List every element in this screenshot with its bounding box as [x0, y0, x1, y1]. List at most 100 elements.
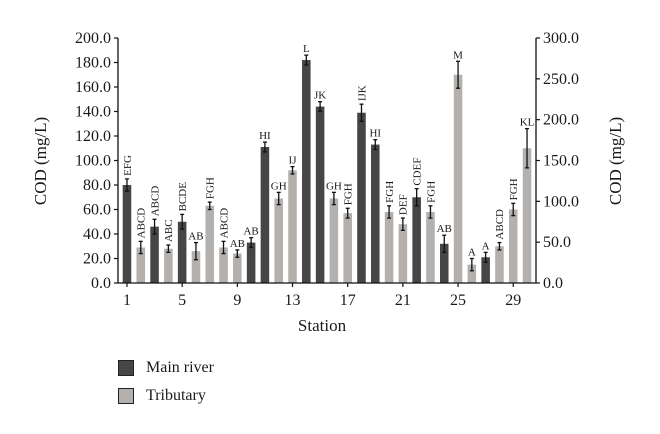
bar-label-station-13: IJ	[289, 155, 298, 167]
bar-station-28	[495, 246, 504, 283]
bar-label-station-11: HI	[259, 130, 271, 142]
x-tick-label-21: 21	[395, 292, 411, 309]
bar-station-14	[302, 60, 311, 283]
bar-label-station-7: FGH	[205, 177, 217, 199]
bar-station-1	[122, 185, 132, 283]
axes-layer: 0.0 20.0 40.0 60.0 80.0 100.0 120.0 140.0 160.0 1…	[75, 30, 579, 309]
bar-station-10	[246, 242, 256, 283]
bar-label-station-24: AB	[437, 223, 452, 235]
y-tick-label-left-8: 160.0	[75, 79, 111, 96]
bar-label-station-18: IJK	[356, 85, 368, 101]
bar-label-station-16: GH	[326, 180, 342, 192]
y-tick-label-left-0: 0.0	[91, 275, 111, 292]
bar-station-19	[371, 144, 380, 283]
legend-label-tributary: Tributary	[146, 387, 206, 404]
legend-swatch-tributary	[118, 388, 134, 404]
legend-item-tributary: Tributary	[118, 384, 214, 408]
x-tick-label-25: 25	[450, 292, 466, 309]
y-axis-title-left: COD (mg/L)	[31, 117, 50, 205]
bar-label-station-20: FGH	[384, 181, 396, 203]
bar-label-station-2: ABCD	[136, 208, 148, 239]
bar-station-16	[329, 198, 339, 283]
bar-station-7	[205, 205, 215, 283]
y-tick-label-left-7: 140.0	[75, 104, 111, 121]
y-tick-label-right-0: 0.0	[543, 275, 563, 292]
bar-label-station-17: FGH	[342, 183, 354, 205]
x-tick-label-13: 13	[285, 292, 301, 309]
bar-label-station-26: A	[468, 247, 476, 259]
y-tick-label-left-9: 180.0	[75, 55, 111, 72]
bar-station-13	[288, 170, 297, 283]
y-tick-label-right-2: 100.0	[543, 193, 579, 210]
bar-station-17	[343, 213, 352, 283]
bar-station-4	[164, 248, 173, 283]
y-tick-label-right-3: 150.0	[543, 153, 579, 170]
bar-label-station-22: CDEF	[411, 158, 423, 186]
bar-station-25	[453, 74, 463, 283]
bar-station-27	[481, 257, 490, 283]
y-tick-label-right-6: 300.0	[543, 30, 579, 47]
y-axis-title-right: COD (mg/L)	[606, 117, 625, 205]
bar-label-station-4: ABC	[163, 219, 175, 242]
bar-label-station-10: AB	[243, 226, 258, 238]
bar-station-21	[398, 224, 408, 283]
y-tick-label-left-10: 200.0	[75, 30, 111, 47]
x-tick-label-17: 17	[340, 292, 356, 309]
legend-swatch-main-river	[118, 360, 134, 376]
bar-label-station-14: L	[303, 43, 310, 55]
bar-label-station-9: AB	[230, 238, 245, 250]
bar-label-station-21: DEF	[398, 194, 410, 215]
bar-label-station-28: ABCD	[494, 209, 506, 240]
x-axis-title: Station	[298, 316, 347, 335]
bar-station-18	[357, 112, 366, 283]
bar-station-23	[426, 211, 435, 283]
x-tick-label-29: 29	[505, 292, 521, 309]
bar-station-11	[260, 147, 270, 283]
bar-label-station-27: A	[482, 240, 490, 252]
bar-station-8	[219, 247, 228, 283]
bar-station-26	[467, 264, 477, 284]
bar-station-15	[315, 106, 325, 283]
bar-label-station-1: EFG	[122, 155, 134, 176]
y-tick-label-left-6: 120.0	[75, 128, 111, 145]
bar-label-station-15: JK	[314, 90, 326, 102]
bar-station-24	[439, 243, 449, 283]
bar-label-station-12: GH	[271, 180, 287, 192]
bar-station-22	[412, 197, 421, 283]
bar-station-6	[191, 251, 201, 283]
bar-station-5	[177, 221, 187, 283]
y-tick-label-left-5: 100.0	[75, 153, 111, 170]
y-tick-label-left-4: 80.0	[83, 177, 111, 194]
bar-label-station-30: KL	[520, 117, 535, 129]
bar-label-station-5: BCDE	[177, 182, 189, 212]
legend: Main river Tributary	[118, 356, 214, 412]
bar-label-station-19: HI	[369, 128, 381, 140]
y-tick-label-right-4: 200.0	[543, 112, 579, 129]
labels-layer: EFGABCDABCDABCBCDEABFGHABCDABABHIGHIJLJK…	[122, 43, 535, 258]
legend-label-main-river: Main river	[146, 359, 214, 376]
bar-label-station-3: ABCD	[149, 186, 161, 217]
bar-label-station-25: M	[453, 49, 463, 61]
bar-label-station-8: ABCD	[218, 208, 230, 239]
y-tick-label-left-1: 20.0	[83, 251, 111, 268]
bar-station-2	[136, 247, 146, 283]
bar-label-station-6: AB	[188, 231, 203, 243]
x-tick-label-5: 5	[178, 292, 186, 309]
bar-station-20	[384, 211, 394, 283]
bars-layer	[122, 54, 532, 284]
y-tick-label-right-1: 50.0	[543, 234, 571, 251]
bar-station-3	[150, 226, 159, 283]
y-tick-label-left-2: 40.0	[83, 226, 111, 243]
bar-label-station-23: FGH	[425, 181, 437, 203]
bar-station-9	[233, 253, 242, 283]
x-tick-label-9: 9	[233, 292, 241, 309]
bar-station-12	[274, 198, 283, 283]
y-tick-label-right-5: 250.0	[543, 71, 579, 88]
x-tick-label-1: 1	[123, 292, 131, 309]
legend-item-main-river: Main river	[118, 356, 214, 380]
bar-station-30	[522, 148, 532, 283]
bar-label-station-29: FGH	[508, 178, 520, 200]
y-tick-label-left-3: 60.0	[83, 202, 111, 219]
bar-station-29	[508, 209, 518, 283]
